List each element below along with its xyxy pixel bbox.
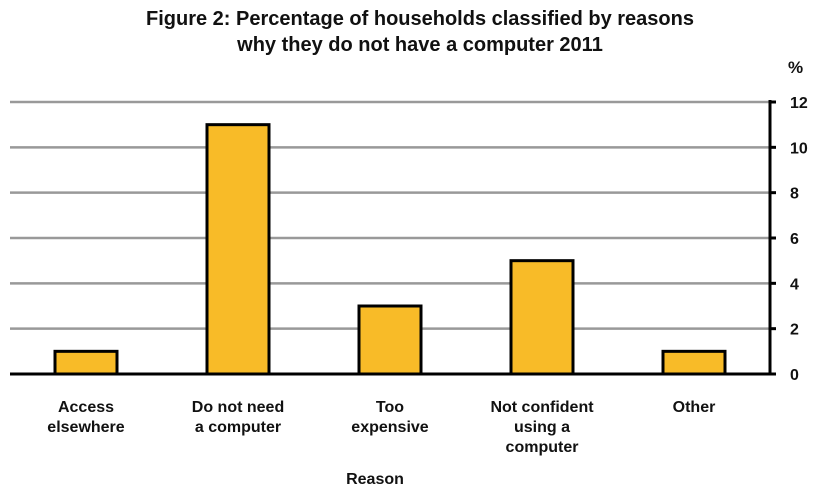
bar-chart: 0 2 4 6 8 10 12 Access elsewhere Do not need a com… [10,95,808,456]
x-tick-label: Do not need a computer [192,399,284,436]
x-axis-label: Reason [346,471,404,488]
y-tick-label: 2 [790,322,799,339]
y-tick-label: 12 [790,95,808,112]
bar [509,259,575,376]
chart-title-line-2: why they do not have a computer 2011 [237,34,603,56]
y-axis-unit-label: % [788,58,804,77]
x-tick-label: Access elsewhere [47,399,124,436]
y-tick-label: 0 [790,367,799,384]
y-tick-label: 6 [790,231,799,248]
bar [661,349,727,376]
y-tick-label: 8 [790,186,799,203]
x-tick-label: Other [673,399,716,416]
y-tick-label: 4 [790,276,799,293]
bar [357,304,423,376]
chart-title-line-1: Figure 2: Percentage of households class… [146,8,694,30]
x-tick-label: Not confident using a computer [490,399,594,456]
bar [205,123,271,376]
bar [53,349,119,376]
x-tick-label: Too expensive [351,399,428,436]
chart-title: Figure 2: Percentage of households class… [60,6,780,58]
y-tick-label: 10 [790,140,808,157]
